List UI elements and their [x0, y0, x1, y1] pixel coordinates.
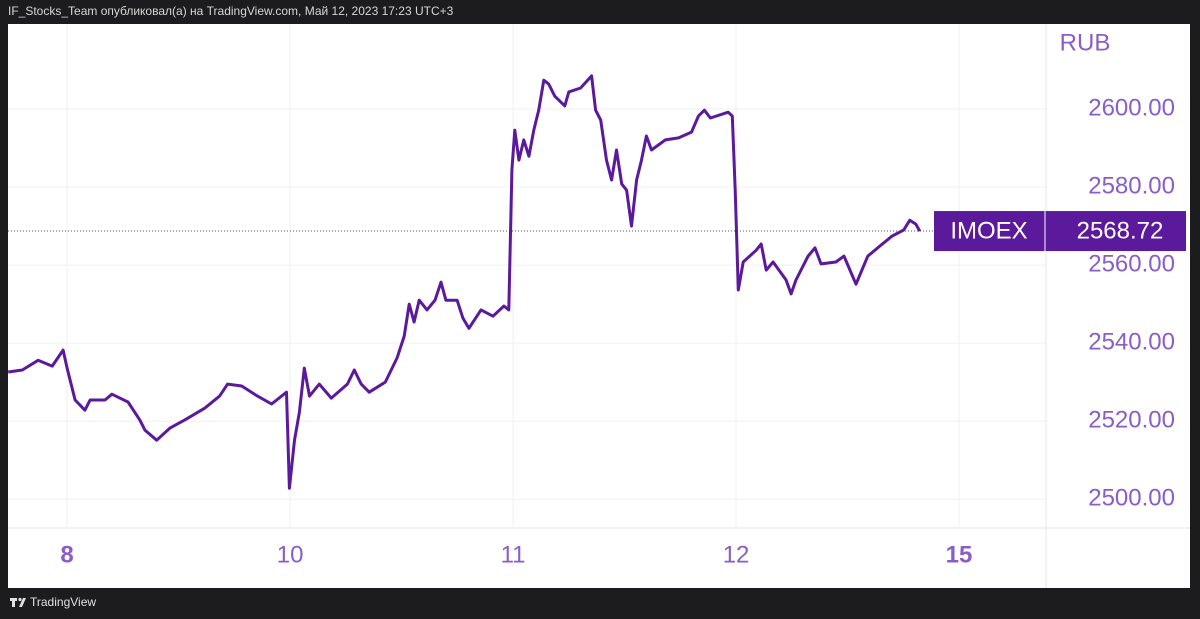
- x-tick-label: 12: [723, 541, 750, 568]
- x-tick-label: 8: [60, 541, 73, 568]
- price-line: [7, 74, 922, 490]
- x-tick-label: 11: [501, 541, 526, 568]
- y-tick-label: 2560.00: [1088, 250, 1175, 277]
- header-text: IF_Stocks_Team опубликовал(а) на Trading…: [8, 4, 454, 18]
- brand-logo: [10, 597, 26, 607]
- x-tick-label: 10: [277, 541, 304, 568]
- last-price: 2568.72: [1077, 217, 1164, 244]
- y-tick-label: 2520.00: [1088, 406, 1175, 433]
- series-name: IMOEX: [950, 217, 1027, 244]
- y-tick-label: 2500.00: [1088, 484, 1175, 511]
- price-label-box: [934, 211, 1186, 252]
- brand-name: TradingView: [30, 595, 96, 609]
- currency-label: RUB: [1060, 29, 1111, 56]
- x-tick-label: 15: [946, 541, 973, 568]
- y-tick-label: 2540.00: [1088, 328, 1175, 355]
- y-tick-label: 2580.00: [1088, 172, 1175, 199]
- y-tick-label: 2600.00: [1088, 94, 1175, 121]
